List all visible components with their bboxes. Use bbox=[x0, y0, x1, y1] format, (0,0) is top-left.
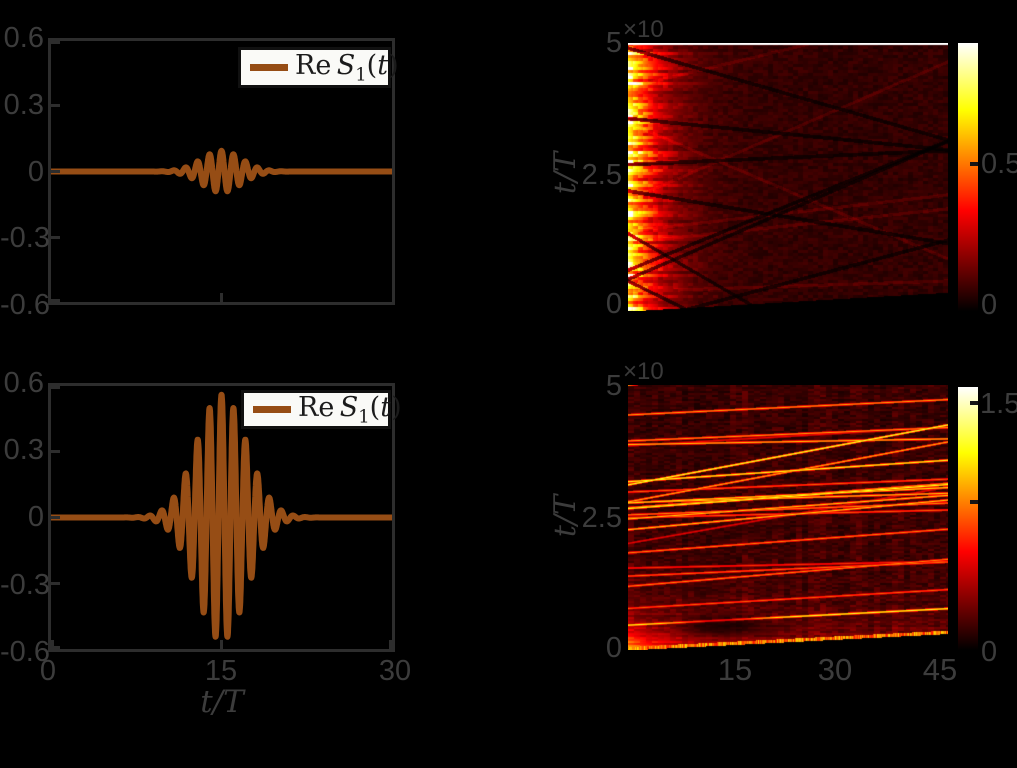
axes-top-left bbox=[48, 38, 395, 305]
y-axis-label: t/T bbox=[547, 494, 583, 538]
ytick-label: 2.5 bbox=[581, 159, 622, 191]
ytick-label: -0.6 bbox=[0, 636, 50, 668]
xtick-label: 15 bbox=[717, 652, 753, 687]
ytick-label: -0.6 bbox=[0, 289, 50, 321]
colorbar-tick bbox=[970, 401, 978, 405]
tick-mark bbox=[389, 640, 392, 649]
waveform-top-left bbox=[51, 147, 392, 195]
x-axis-label: t/T bbox=[200, 684, 244, 720]
tick-mark bbox=[51, 104, 60, 107]
xtick-label: 30 bbox=[378, 655, 412, 687]
xtick-label: 30 bbox=[817, 652, 853, 687]
colorbar-tick-label: 1.5 bbox=[980, 388, 1017, 420]
colorbar-tick-label: 0.5 bbox=[981, 148, 1017, 180]
tick-mark bbox=[51, 450, 60, 453]
colorbar-top-right bbox=[958, 43, 978, 311]
ytick-label: -0.3 bbox=[0, 222, 50, 254]
tick-mark bbox=[220, 293, 223, 302]
tick-mark bbox=[51, 236, 60, 239]
colorbar-tick-label: 0 bbox=[981, 636, 998, 668]
heatmap-top-right bbox=[628, 43, 948, 311]
tick-mark bbox=[51, 582, 60, 585]
xtick-label: 0 bbox=[39, 655, 57, 687]
tick-mark bbox=[51, 516, 60, 519]
tick-mark bbox=[51, 170, 60, 173]
legend-bottom-left: Re S1(t) bbox=[241, 390, 402, 429]
ytick-label: 0 bbox=[27, 501, 44, 533]
axes-bottom-left bbox=[48, 383, 395, 652]
ytick-label: 2.5 bbox=[581, 502, 622, 534]
y-axis-label: t/T bbox=[547, 151, 583, 195]
tick-mark bbox=[51, 640, 54, 649]
ytick-label: 0.6 bbox=[3, 367, 44, 399]
ytick-label: 0.6 bbox=[3, 22, 44, 54]
tick-mark bbox=[51, 41, 60, 44]
legend-line-sample bbox=[253, 406, 291, 413]
tick-mark bbox=[220, 640, 223, 649]
axis-exponent-label: ×10 bbox=[623, 16, 664, 43]
legend-label: Re S1(t) bbox=[298, 391, 402, 428]
legend-top-left: Re S1(t) bbox=[238, 47, 399, 88]
legend-label: Re S1(t) bbox=[295, 49, 399, 86]
axis-exponent-label: ×10 bbox=[623, 358, 664, 385]
ytick-label: 0.3 bbox=[3, 89, 44, 121]
legend-line-sample bbox=[250, 64, 288, 71]
waveform-bottom-left bbox=[51, 391, 392, 640]
colorbar-tick bbox=[970, 500, 978, 504]
ytick-label: 0.3 bbox=[3, 434, 44, 466]
colorbar-tick bbox=[970, 162, 978, 166]
ytick-label: -0.3 bbox=[0, 569, 50, 601]
ytick-label: 0 bbox=[605, 288, 622, 320]
heatmap-bottom-right bbox=[628, 385, 948, 650]
colorbar-tick-label: 0 bbox=[981, 289, 998, 321]
tick-mark bbox=[51, 386, 60, 389]
colorbar-bottom-right bbox=[958, 387, 978, 650]
ytick-label: 5 bbox=[605, 27, 622, 59]
ytick-label: 0 bbox=[605, 632, 622, 664]
ytick-label: 5 bbox=[605, 370, 622, 402]
xtick-label: 45 bbox=[922, 652, 958, 687]
tick-mark bbox=[51, 646, 60, 649]
tick-mark bbox=[51, 299, 60, 302]
xtick-label: 15 bbox=[204, 655, 238, 687]
ytick-label: 0 bbox=[27, 156, 44, 188]
